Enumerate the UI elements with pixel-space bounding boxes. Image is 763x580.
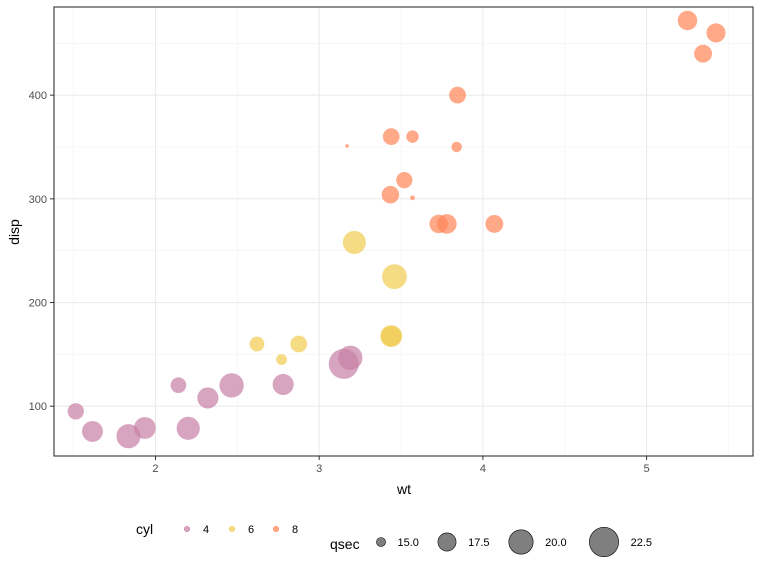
data-point: [382, 128, 400, 145]
data-point: [82, 420, 103, 442]
data-point: [276, 354, 287, 366]
y-axis-title: disp: [6, 219, 22, 245]
data-point: [170, 377, 187, 394]
data-point: [342, 230, 366, 254]
data-point: [451, 141, 462, 153]
panel-border: [53, 6, 754, 457]
size-legend-label: 22.5: [631, 537, 652, 549]
data-point: [249, 336, 265, 352]
data-points: [67, 10, 726, 449]
size-legend-label: 17.5: [468, 537, 489, 549]
x-axis-title: wt: [396, 481, 411, 497]
data-point: [449, 86, 466, 104]
data-point: [381, 185, 400, 204]
size-legend-key: [589, 527, 619, 557]
y-tick-label: 200: [29, 298, 47, 310]
y-tick-label: 300: [29, 194, 47, 206]
x-tick-label: 4: [480, 463, 486, 475]
data-point: [429, 214, 448, 234]
data-point: [290, 335, 308, 353]
color-legend-key: [183, 525, 191, 533]
size-legend-key: [437, 532, 457, 552]
data-point: [219, 373, 244, 398]
color-legend-label: 6: [248, 524, 254, 536]
x-tick-label: 5: [644, 463, 650, 475]
data-point: [197, 387, 219, 409]
data-point: [272, 373, 294, 396]
color-legend-key: [272, 525, 280, 533]
color-legend-label: 4: [203, 524, 209, 536]
data-point: [485, 214, 504, 233]
size-legend-key: [376, 537, 386, 547]
data-point: [345, 144, 349, 148]
data-point: [677, 10, 698, 31]
color-legend-keys: 4 6 8: [183, 524, 298, 536]
size-legend-label: 15.0: [398, 537, 419, 549]
data-point: [694, 44, 713, 63]
data-point: [382, 264, 407, 290]
color-legend-title: cyl: [136, 521, 153, 537]
y-tick-label: 400: [29, 90, 47, 102]
data-point: [406, 130, 419, 143]
size-legend-keys: 15.0 17.5 20.0 22.5: [376, 527, 652, 557]
data-point: [381, 325, 402, 347]
data-point: [176, 416, 200, 440]
data-point: [410, 195, 415, 201]
y-axis-ticks: 100 200 300 400: [29, 90, 54, 413]
color-legend-key: [228, 525, 236, 533]
data-point: [706, 23, 726, 43]
y-tick-label: 100: [29, 401, 47, 413]
color-legend-label: 8: [292, 524, 298, 536]
size-legend-title: qsec: [330, 536, 360, 552]
legend: cyl 4 6 8 qsec 15.0 17.5 20.0 22.5: [136, 521, 652, 557]
data-point: [67, 403, 84, 420]
data-point: [396, 172, 413, 189]
size-legend-label: 20.0: [545, 537, 566, 549]
plot-panel: [53, 6, 754, 457]
x-axis-ticks: 2 3 4 5: [152, 456, 650, 475]
data-point: [338, 345, 363, 370]
x-tick-label: 3: [316, 463, 322, 475]
panel-background: [54, 7, 753, 456]
x-tick-label: 2: [152, 463, 158, 475]
data-point: [133, 417, 156, 439]
size-legend-key: [508, 529, 534, 555]
